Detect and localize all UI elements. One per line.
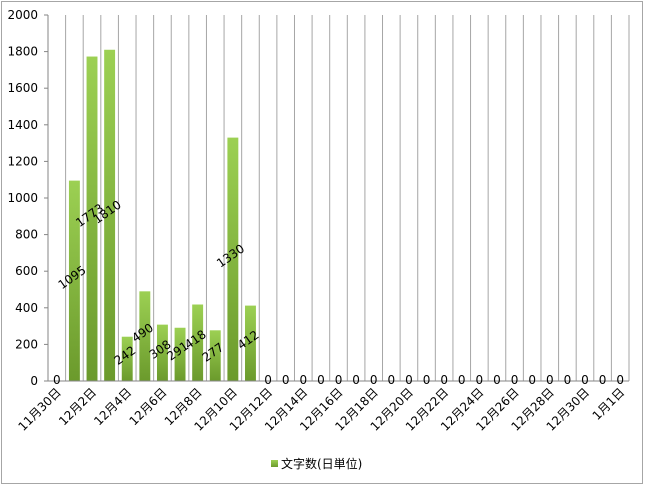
data-label: 0	[476, 373, 484, 387]
data-label: 0	[564, 373, 572, 387]
bar	[192, 304, 204, 381]
bar	[174, 327, 186, 381]
data-label: 0	[352, 373, 360, 387]
y-tick-label: 600	[15, 264, 38, 278]
data-label: 0	[299, 373, 307, 387]
bar	[156, 324, 168, 381]
y-tick-label: 1000	[7, 191, 38, 205]
data-label: 0	[317, 373, 325, 387]
y-axis-ticks: 0 200 400 600 800 1000 1200 1400 1600 1800 2000	[7, 8, 48, 388]
y-tick-label: 1400	[7, 118, 38, 132]
y-tick-label: 200	[15, 337, 38, 351]
axes	[47, 15, 629, 382]
data-label: 0	[528, 373, 536, 387]
legend-label: 文字数(日単位)	[281, 456, 362, 471]
data-label: 0	[335, 373, 343, 387]
data-label: 0	[387, 373, 395, 387]
x-tick-label: 12月2日	[56, 385, 99, 428]
bar	[139, 291, 151, 381]
bar	[209, 330, 221, 381]
data-label: 0	[282, 373, 290, 387]
data-label: 0	[423, 373, 431, 387]
y-tick-label: 1800	[7, 45, 38, 59]
bar	[227, 137, 239, 381]
grid-lines	[47, 15, 630, 381]
y-tick-label: 800	[15, 228, 38, 242]
bar	[68, 180, 80, 381]
legend-swatch	[271, 460, 278, 467]
data-label: 0	[264, 373, 272, 387]
data-label: 0	[458, 373, 466, 387]
x-tick-label: 12月4日	[91, 385, 134, 428]
legend: 文字数(日単位)	[271, 456, 362, 471]
bar	[121, 336, 133, 381]
bar	[104, 49, 116, 382]
data-label: 0	[546, 373, 554, 387]
bars	[68, 49, 256, 382]
data-label: 0	[493, 373, 501, 387]
x-tick-label: 11月30日	[15, 385, 63, 433]
data-label: 0	[511, 373, 519, 387]
data-label: 0	[599, 373, 607, 387]
data-label: 0	[440, 373, 448, 387]
x-tick-label: 1月1日	[590, 385, 628, 423]
data-label: 0	[53, 373, 61, 387]
data-label: 0	[370, 373, 378, 387]
data-label: 0	[405, 373, 413, 387]
y-tick-label: 400	[15, 301, 38, 315]
x-axis-ticks: 11月30日12月2日12月4日12月6日12月8日12月10日12月12日12…	[15, 385, 627, 433]
y-tick-label: 0	[30, 374, 38, 388]
y-tick-label: 2000	[7, 8, 38, 22]
y-tick-label: 1600	[7, 81, 38, 95]
y-tick-label: 1200	[7, 154, 38, 168]
data-label: 0	[581, 373, 589, 387]
data-label: 0	[616, 373, 624, 387]
bar	[86, 56, 98, 381]
x-tick-label: 12月6日	[126, 385, 169, 428]
bar	[245, 305, 256, 381]
